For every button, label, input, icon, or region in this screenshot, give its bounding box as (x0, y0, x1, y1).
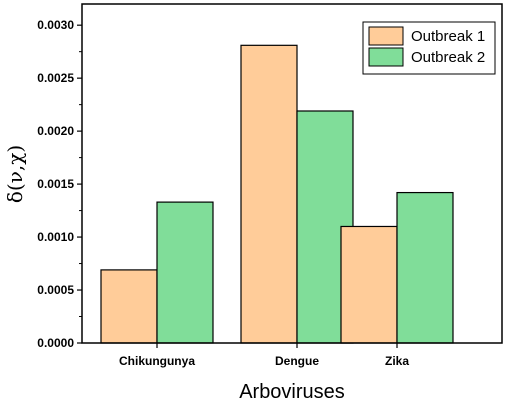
y-tick-label: 0.0030 (37, 18, 74, 32)
legend: Outbreak 1 Outbreak 2 (362, 21, 496, 75)
y-axis-title: δ(ν,χ) (3, 145, 27, 203)
bars-layer (100, 44, 454, 344)
y-tick-label: 0.0005 (37, 283, 74, 297)
plot-frame (81, 3, 503, 344)
legend-label: Outbreak 2 (411, 49, 485, 66)
x-tick-label: Dengue (275, 354, 319, 368)
x-tick-label: Chikungunya (119, 354, 195, 368)
bar-zika-outbreak-2 (396, 191, 454, 344)
x-axis-title: Arboviruses (239, 381, 345, 403)
y-tick-label: 0.0015 (37, 177, 74, 191)
bar-zika-outbreak-1 (340, 225, 398, 344)
x-tick-label: Zika (385, 354, 409, 368)
bar-chikungunya-outbreak-1 (100, 269, 158, 344)
y-tick-label: 0.0020 (37, 124, 74, 138)
legend-swatch (368, 47, 404, 67)
y-axis: 0.0000 0.0005 0.0010 0.0015 0.0020 0.0025 0.00… (37, 18, 82, 350)
y-tick-label: 0.0010 (37, 230, 74, 244)
legend-label: Outbreak 1 (411, 28, 485, 45)
bar-dengue-outbreak-1 (240, 44, 298, 344)
legend-swatch (368, 26, 404, 46)
y-tick-label: 0.0025 (37, 71, 74, 85)
bar-chikungunya-outbreak-2 (156, 201, 214, 344)
y-tick-label: 0.0000 (37, 336, 74, 350)
x-axis: Chikungunya Dengue Zika (119, 343, 409, 368)
